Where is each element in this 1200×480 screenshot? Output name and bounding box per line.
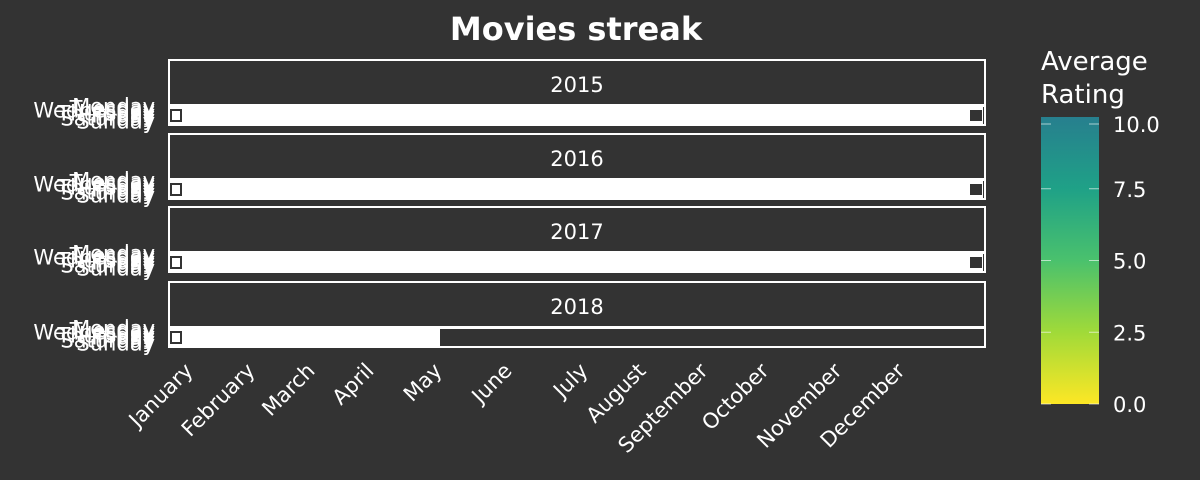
facet-label: 2015 — [550, 73, 603, 97]
weekday-label-sunday: Sunday — [76, 332, 155, 356]
facet-label: 2016 — [550, 147, 603, 171]
weekday-label-friday: Friday — [91, 251, 155, 275]
last-week-marker — [970, 110, 982, 121]
weekday-label-monday: Monday — [72, 317, 155, 341]
weekday-label-wednesday: Wednesday — [33, 246, 155, 270]
facet-strip — [168, 59, 986, 106]
first-week-marker — [170, 256, 182, 269]
first-week-marker — [170, 109, 182, 122]
last-week-marker — [970, 257, 982, 268]
weekday-label-tuesday: Tuesday — [69, 97, 155, 121]
month-label-june: June — [466, 359, 517, 410]
colorbar-tick-label: 0.0 — [1113, 393, 1146, 417]
weekday-label-sunday: Sunday — [76, 184, 155, 208]
first-week-marker — [170, 331, 182, 344]
weekday-label-monday: Monday — [72, 169, 155, 193]
weekday-label-thursday: Thursday — [56, 176, 155, 200]
calendar-days — [170, 107, 983, 124]
weekday-label-saturday: Saturday — [60, 181, 155, 205]
month-label-october: October — [697, 358, 774, 435]
month-label-july: July — [547, 359, 592, 404]
calendar-days — [170, 181, 983, 198]
chart-title: Movies streak — [450, 10, 703, 48]
facet-2015: 2015 MondayTuesdayWednesdayThursdayFriday… — [33, 59, 986, 134]
weekday-label-saturday: Saturday — [60, 254, 155, 278]
weekday-label-friday: Friday — [91, 178, 155, 202]
weekday-label-wednesday: Wednesday — [33, 321, 155, 345]
month-label-april: April — [328, 359, 379, 410]
weekday-label-sunday: Sunday — [76, 110, 155, 134]
facet-2017: 2017 MondayTuesdayWednesdayThursdayFriday… — [33, 206, 986, 281]
facet-2016: 2016 MondayTuesdayWednesdayThursdayFriday… — [33, 133, 986, 208]
colorbar-tick-label: 5.0 — [1113, 250, 1146, 274]
weekday-label-friday: Friday — [91, 326, 155, 350]
weekday-label-saturday: Saturday — [60, 329, 155, 353]
year-facets: 2015MondayTuesdayWednesdayThursdayFriday… — [33, 59, 986, 356]
colorbar-tick-label: 2.5 — [1113, 321, 1146, 345]
weekday-label-sunday: Sunday — [76, 257, 155, 281]
colorbar-tick-label: 7.5 — [1113, 178, 1146, 202]
colorbar-legend: Average Rating 0.0 2.5 5.0 7.5 10.0 — [1041, 47, 1160, 417]
facet-label: 2018 — [550, 295, 603, 319]
facet-label: 2017 — [550, 220, 603, 244]
weekday-label-friday: Friday — [91, 104, 155, 128]
colorbar-tick-label: 10.0 — [1113, 113, 1160, 137]
calendar-days — [170, 329, 440, 346]
month-label-march: March — [257, 359, 319, 421]
weekday-label-thursday: Thursday — [56, 249, 155, 273]
weekday-label-thursday: Thursday — [56, 102, 155, 126]
weekday-label-wednesday: Wednesday — [33, 99, 155, 123]
weekday-label-monday: Monday — [72, 242, 155, 266]
weekday-label-tuesday: Tuesday — [69, 319, 155, 343]
month-label-may: May — [399, 359, 447, 407]
first-week-marker — [170, 183, 182, 196]
weekday-label-tuesday: Tuesday — [69, 244, 155, 268]
colorbar-title: Average Rating — [1041, 47, 1148, 110]
weekday-label-thursday: Thursday — [56, 324, 155, 348]
last-week-marker — [970, 184, 982, 195]
facet-strip — [168, 133, 986, 180]
calendar-days — [170, 254, 983, 271]
weekday-label-wednesday: Wednesday — [33, 173, 155, 197]
weekday-label-tuesday: Tuesday — [69, 171, 155, 195]
weekday-label-monday: Monday — [72, 95, 155, 119]
weekday-label-saturday: Saturday — [60, 107, 155, 131]
facet-2018: 2018 MondayTuesdayWednesdayThursdayFriday… — [33, 281, 986, 356]
